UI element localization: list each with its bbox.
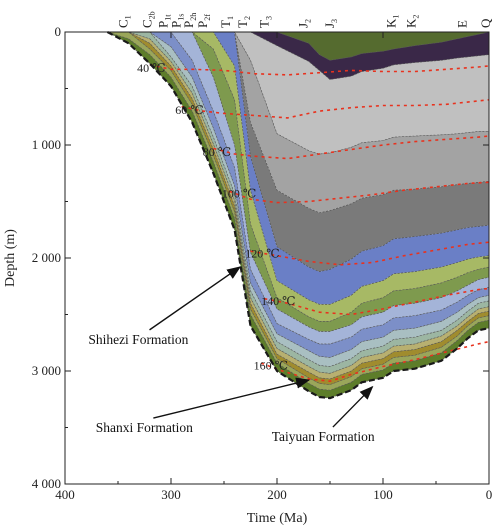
formation-label: Taiyuan Formation [272,429,375,444]
formation-label: Shanxi Formation [96,420,193,435]
period-label: K1 [383,15,400,28]
isotherm-line [264,287,490,316]
axes: 400 300 200 100 0 0 1 000 2 000 3 000 4 000 [32,24,493,502]
period-label: P1s [168,14,185,28]
x-tick-label: 100 [373,487,393,502]
y-tick-label: 3 000 [32,363,61,378]
isotherm-label: 100 ℃ [222,187,256,201]
basement-line [106,31,490,400]
annotation-arrow [153,377,311,419]
basement-outline [106,31,490,400]
formation-label: Shihezi Formation [88,332,188,347]
isotherm-line [181,99,490,119]
isotherm-label: 140 ℃ [261,294,295,308]
y-tick-label: 4 000 [32,476,61,491]
period-label: P2h [181,13,198,28]
y-axis-title: Depth (m) [3,229,18,287]
isotherm-line [149,64,490,76]
period-label: J2 [296,19,313,28]
period-label: J3 [322,19,339,28]
period-label: C2b [140,11,157,28]
period-label: T2 [235,16,252,28]
x-axis-title: Time (Ma) [247,511,308,526]
x-tick-label: 200 [267,487,287,502]
isotherm-label: 80 ℃ [203,145,231,159]
period-label: Q [478,18,493,28]
isotherm-line [260,340,490,383]
x-tick-label: 400 [55,487,75,502]
x-tick-label: 300 [161,487,181,502]
period-label: P2f [195,14,212,28]
annotations: Shihezi Formation Shanxi Formation Taiyuan… [88,266,375,444]
period-label: T3 [256,16,273,28]
y-tick-label: 2 000 [32,250,61,265]
isotherm-label: 120 ℃ [245,246,279,260]
isotherm-lines: 40 ℃ 60 ℃ 80 ℃ 100 ℃ 120 ℃ 140 ℃ 160 ℃ [137,61,490,383]
x-tick-label: 0 [486,487,493,502]
annotation-arrow [332,385,374,428]
period-label: P1t [156,14,173,28]
isotherm-label: 40 ℃ [137,61,165,75]
period-label: K2 [404,15,421,28]
annotation-arrow [149,266,242,331]
period-label: E [455,20,470,28]
isotherm-line [250,241,490,266]
period-label: C1 [115,15,132,28]
y-tick-label: 1 000 [32,137,61,152]
isotherm-label: 160 ℃ [254,358,288,372]
isotherm-line [229,181,490,204]
isotherm-label: 60 ℃ [175,103,203,117]
period-label: T1 [218,16,235,28]
y-tick-label: 0 [55,24,62,39]
isotherm-line [213,135,490,160]
